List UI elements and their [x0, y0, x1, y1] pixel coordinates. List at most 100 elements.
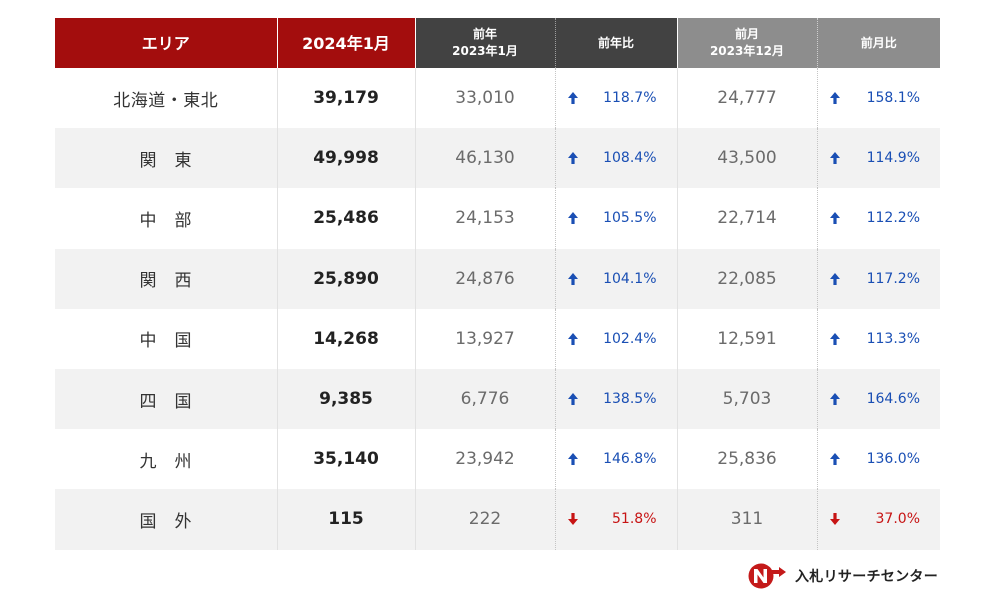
- cell-area: 関 東: [55, 128, 278, 189]
- header-prev-year: 前年 2023年1月: [415, 18, 556, 68]
- cell-prev-year: 33,010: [415, 68, 556, 129]
- header-prev-year-label: 前年: [472, 27, 497, 41]
- yoy-value: 104.1%: [603, 270, 657, 287]
- cell-prev-year: 6,776: [415, 368, 556, 430]
- cell-prev-year: 222: [415, 489, 556, 550]
- yoy-value: 138.5%: [603, 391, 657, 408]
- cell-area: 中 国: [55, 308, 278, 369]
- company-logo: 入札リサーチセンター: [748, 563, 938, 589]
- cell-area: 国 外: [55, 489, 278, 550]
- cell-prev-month: 43,500: [676, 128, 818, 189]
- arrow-up-icon: [567, 453, 578, 466]
- header-yoy: 前年比: [555, 18, 677, 68]
- cell-current: 14,268: [277, 308, 416, 369]
- table-row: 中 部 25,486 24,153 105.5% 22,714 112.2%: [55, 188, 940, 249]
- logo-text: 入札リサーチセンター: [795, 569, 938, 585]
- cell-area: 北海道・東北: [55, 68, 278, 129]
- mom-value: 117.2%: [866, 270, 920, 287]
- cell-prev-month: 311: [676, 489, 818, 550]
- cell-prev-month: 22,714: [676, 188, 818, 249]
- mom-value: 37.0%: [875, 511, 920, 528]
- cell-mom: 136.0%: [817, 429, 940, 490]
- arrow-up-icon: [567, 332, 578, 345]
- header-prev-month: 前月 2023年12月: [676, 18, 818, 68]
- cell-current: 25,890: [277, 248, 416, 309]
- arrow-up-icon: [829, 152, 840, 165]
- cell-yoy: 102.4%: [555, 308, 677, 369]
- cell-mom: 164.6%: [817, 368, 940, 430]
- table-row: 関 東 49,998 46,130 108.4% 43,500 114.9%: [55, 128, 940, 189]
- table-row: 中 国 14,268 13,927 102.4% 12,591 113.3%: [55, 308, 940, 369]
- cell-current: 25,486: [277, 188, 416, 249]
- arrow-down-icon: [567, 513, 578, 526]
- arrow-down-icon: [829, 513, 840, 526]
- table-body: 北海道・東北 39,179 33,010 118.7% 24,777 158.1…: [55, 68, 940, 550]
- header-prev-month-label: 前月: [734, 27, 759, 41]
- cell-mom: 158.1%: [817, 68, 940, 129]
- cell-current: 9,385: [277, 368, 416, 430]
- cell-mom: 37.0%: [817, 489, 940, 550]
- logo-mark-icon: [748, 563, 786, 589]
- cell-yoy: 138.5%: [555, 368, 677, 430]
- arrow-up-icon: [567, 393, 578, 406]
- yoy-value: 146.8%: [603, 451, 657, 468]
- cell-prev-year: 13,927: [415, 308, 556, 369]
- cell-prev-month: 24,777: [676, 68, 818, 129]
- cell-yoy: 108.4%: [555, 128, 677, 189]
- cell-prev-month: 25,836: [676, 429, 818, 490]
- header-current-month: 2024年1月: [277, 18, 416, 68]
- cell-yoy: 51.8%: [555, 489, 677, 550]
- arrow-up-icon: [567, 92, 578, 105]
- cell-prev-year: 24,153: [415, 188, 556, 249]
- mom-value: 158.1%: [866, 90, 920, 107]
- header-prev-month-date: 2023年12月: [709, 44, 785, 58]
- table-header-row: エリア 2024年1月 前年 2023年1月 前年比 前月 2023年12月 前…: [55, 18, 940, 68]
- arrow-up-icon: [829, 92, 840, 105]
- arrow-up-icon: [567, 212, 578, 225]
- cell-mom: 114.9%: [817, 128, 940, 189]
- cell-area: 九 州: [55, 429, 278, 490]
- table-row: 国 外 115 222 51.8% 311 37.0%: [55, 489, 940, 550]
- arrow-up-icon: [829, 453, 840, 466]
- arrow-up-icon: [567, 272, 578, 285]
- mom-value: 113.3%: [866, 330, 920, 347]
- table-row: 北海道・東北 39,179 33,010 118.7% 24,777 158.1…: [55, 68, 940, 129]
- arrow-up-icon: [829, 393, 840, 406]
- cell-area: 関 西: [55, 248, 278, 309]
- table-row: 四 国 9,385 6,776 138.5% 5,703 164.6%: [55, 368, 940, 430]
- cell-current: 115: [277, 489, 416, 550]
- cell-yoy: 105.5%: [555, 188, 677, 249]
- mom-value: 164.6%: [866, 391, 920, 408]
- yoy-value: 118.7%: [603, 90, 657, 107]
- cell-area: 中 部: [55, 188, 278, 249]
- cell-mom: 117.2%: [817, 248, 940, 309]
- cell-prev-month: 22,085: [676, 248, 818, 309]
- cell-yoy: 104.1%: [555, 248, 677, 309]
- cell-mom: 113.3%: [817, 308, 940, 369]
- cell-prev-month: 12,591: [676, 308, 818, 369]
- cell-mom: 112.2%: [817, 188, 940, 249]
- cell-current: 49,998: [277, 128, 416, 189]
- yoy-value: 102.4%: [603, 330, 657, 347]
- mom-value: 136.0%: [866, 451, 920, 468]
- cell-current: 35,140: [277, 429, 416, 490]
- header-mom: 前月比: [817, 18, 940, 68]
- cell-prev-year: 24,876: [415, 248, 556, 309]
- arrow-up-icon: [829, 332, 840, 345]
- table-row: 関 西 25,890 24,876 104.1% 22,085 117.2%: [55, 248, 940, 309]
- cell-prev-year: 46,130: [415, 128, 556, 189]
- header-prev-year-date: 2023年1月: [452, 44, 518, 58]
- area-comparison-table: エリア 2024年1月 前年 2023年1月 前年比 前月 2023年12月 前…: [55, 18, 940, 550]
- header-area: エリア: [55, 18, 278, 68]
- mom-value: 114.9%: [866, 150, 920, 167]
- yoy-value: 108.4%: [603, 150, 657, 167]
- arrow-up-icon: [829, 272, 840, 285]
- yoy-value: 51.8%: [612, 511, 657, 528]
- table-row: 九 州 35,140 23,942 146.8% 25,836 136.0%: [55, 429, 940, 490]
- mom-value: 112.2%: [866, 210, 920, 227]
- arrow-up-icon: [829, 212, 840, 225]
- cell-yoy: 118.7%: [555, 68, 677, 129]
- cell-prev-month: 5,703: [676, 368, 818, 430]
- cell-current: 39,179: [277, 68, 416, 129]
- arrow-up-icon: [567, 152, 578, 165]
